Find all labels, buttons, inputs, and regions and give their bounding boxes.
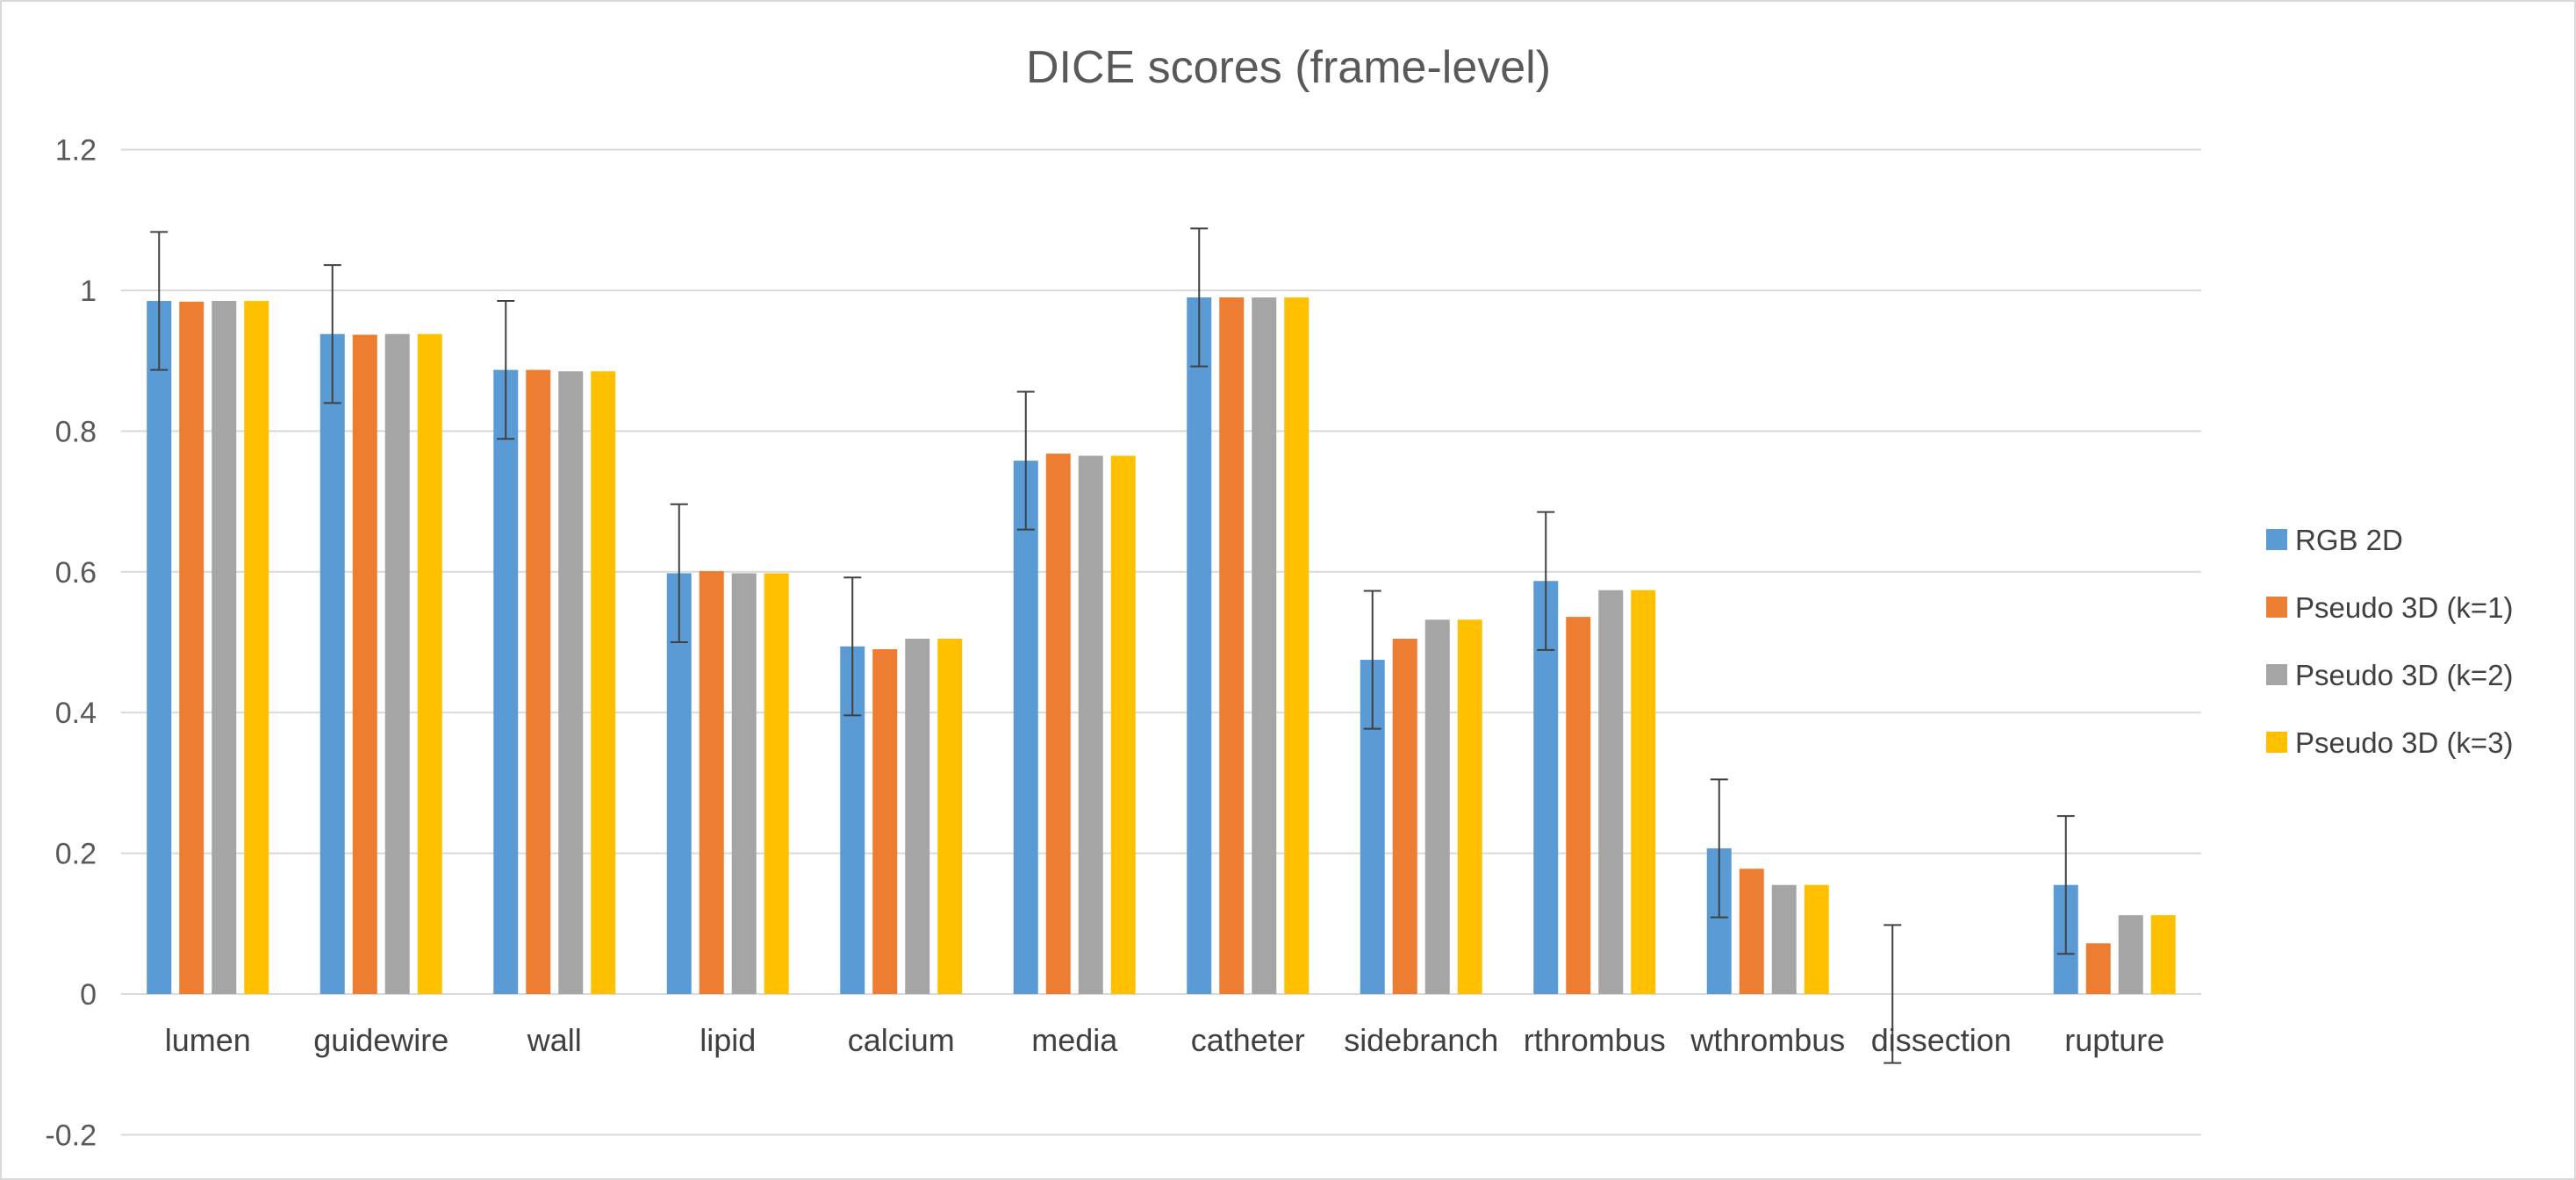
x-category-label: sidebranch	[1344, 1022, 1498, 1058]
bar-lipid-series-2	[699, 570, 724, 994]
bar-lipid-series-3	[731, 573, 757, 994]
bar-sidebranch-series-3	[1424, 619, 1450, 994]
bar-lumen-series-3	[212, 301, 237, 994]
bar-calcium-series-4	[937, 638, 963, 994]
bar-lumen-series-1	[147, 301, 172, 994]
bar-media-series-3	[1078, 455, 1103, 994]
bar-wall-series-2	[526, 369, 551, 995]
legend-swatch	[2266, 732, 2287, 753]
x-category-label: rthrombus	[1524, 1022, 1666, 1058]
bar-guidewire-series-3	[384, 333, 410, 994]
y-tick-label: 1	[80, 275, 97, 308]
bar-sidebranch-series-2	[1392, 638, 1417, 994]
y-tick-label: 0.4	[55, 697, 97, 730]
bar-lipid-series-1	[666, 573, 692, 994]
x-category-label: rupture	[2064, 1022, 2164, 1058]
x-category-label: wthrombus	[1690, 1022, 1845, 1058]
bar-catheter-series-3	[1252, 297, 1277, 994]
bar-rupture-series-2	[2085, 943, 2111, 994]
bar-rthrombus-series-3	[1598, 590, 1624, 994]
bar-wall-series-1	[493, 369, 519, 995]
x-category-label: media	[1031, 1022, 1118, 1058]
legend-label: RGB 2D	[2295, 524, 2403, 556]
y-tick-label: 0.8	[55, 415, 97, 448]
bar-sidebranch-series-4	[1457, 619, 1482, 994]
bar-wthrombus-series-4	[1804, 884, 1829, 994]
y-tick-label: 0	[80, 978, 97, 1012]
x-category-label: dissection	[1871, 1022, 2012, 1058]
chart-title: DICE scores (frame-level)	[1026, 42, 1551, 93]
legend-label: Pseudo 3D (k=3)	[2295, 726, 2514, 759]
bar-rthrombus-series-4	[1631, 590, 1656, 994]
bar-wall-series-3	[558, 371, 584, 995]
legend-swatch	[2266, 597, 2287, 618]
legend-label: Pseudo 3D (k=2)	[2295, 659, 2514, 691]
legend-swatch	[2266, 529, 2287, 550]
bar-catheter-series-1	[1187, 297, 1212, 994]
x-category-label: calcium	[848, 1022, 955, 1058]
bar-lipid-series-4	[764, 573, 789, 994]
bar-calcium-series-3	[905, 638, 930, 994]
bar-rthrombus-series-2	[1566, 617, 1591, 994]
bar-calcium-series-2	[872, 649, 898, 994]
x-category-label: guidewire	[313, 1022, 448, 1058]
bar-catheter-series-4	[1284, 297, 1310, 994]
x-axis-category-labels: lumen guidewire wall lipid calcium media cathe…	[165, 1022, 2165, 1058]
error-bars	[150, 227, 2075, 1064]
bar-guidewire-series-1	[319, 333, 345, 994]
bar-wthrombus-series-2	[1739, 869, 1764, 994]
bar-wthrombus-series-3	[1771, 884, 1797, 994]
y-tick-label: 0.6	[55, 556, 97, 590]
y-axis-tick-labels: -0.2 0 0.2 0.4 0.6 0.8 1 1.2	[45, 134, 97, 1153]
bar-catheter-series-2	[1219, 297, 1245, 994]
y-tick-label: 1.2	[55, 134, 97, 168]
x-category-label: lumen	[165, 1022, 251, 1058]
bars	[147, 297, 2176, 995]
bar-media-series-1	[1013, 461, 1038, 994]
bar-wall-series-4	[591, 371, 616, 995]
y-tick-label: 0.2	[55, 838, 97, 871]
bar-media-series-4	[1110, 455, 1136, 994]
bar-media-series-2	[1045, 454, 1071, 994]
bar-rupture-series-4	[2150, 915, 2176, 994]
bar-rupture-series-3	[2118, 915, 2143, 994]
bar-guidewire-series-2	[352, 334, 377, 994]
legend-label: Pseudo 3D (k=1)	[2295, 591, 2514, 624]
legend: RGB 2D Pseudo 3D (k=1) Pseudo 3D (k=2) Pseu…	[2266, 524, 2514, 759]
y-tick-label: -0.2	[45, 1119, 97, 1152]
x-category-label: lipid	[700, 1022, 756, 1058]
legend-swatch	[2266, 664, 2287, 685]
x-category-label: catheter	[1191, 1022, 1305, 1058]
bar-lumen-series-4	[244, 301, 269, 994]
gridlines	[121, 148, 2201, 1136]
bar-lumen-series-2	[179, 301, 205, 994]
bar-guidewire-series-4	[417, 333, 442, 994]
x-category-label: wall	[527, 1022, 582, 1058]
